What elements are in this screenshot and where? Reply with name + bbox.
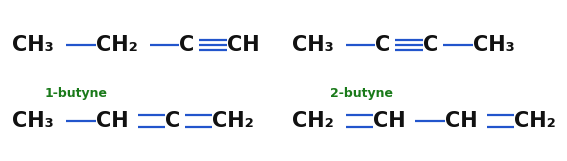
- Text: CH₃: CH₃: [472, 35, 514, 55]
- Text: 2-butyne: 2-butyne: [330, 87, 393, 100]
- Text: CH₂: CH₂: [292, 111, 334, 131]
- Text: CH₃: CH₃: [12, 111, 54, 131]
- Text: CH₂: CH₂: [514, 111, 556, 131]
- Text: C: C: [179, 35, 194, 55]
- Text: CH₂: CH₂: [212, 111, 254, 131]
- Text: CH₂: CH₂: [96, 35, 138, 55]
- Text: C: C: [165, 111, 180, 131]
- Text: CH: CH: [227, 35, 260, 55]
- Text: CH: CH: [96, 111, 129, 131]
- Text: 1-butyne: 1-butyne: [45, 87, 108, 100]
- Text: CH: CH: [373, 111, 406, 131]
- Text: CH₃: CH₃: [292, 35, 334, 55]
- Text: CH: CH: [445, 111, 477, 131]
- Text: C: C: [424, 35, 439, 55]
- Text: CH₃: CH₃: [12, 35, 54, 55]
- Text: C: C: [375, 35, 391, 55]
